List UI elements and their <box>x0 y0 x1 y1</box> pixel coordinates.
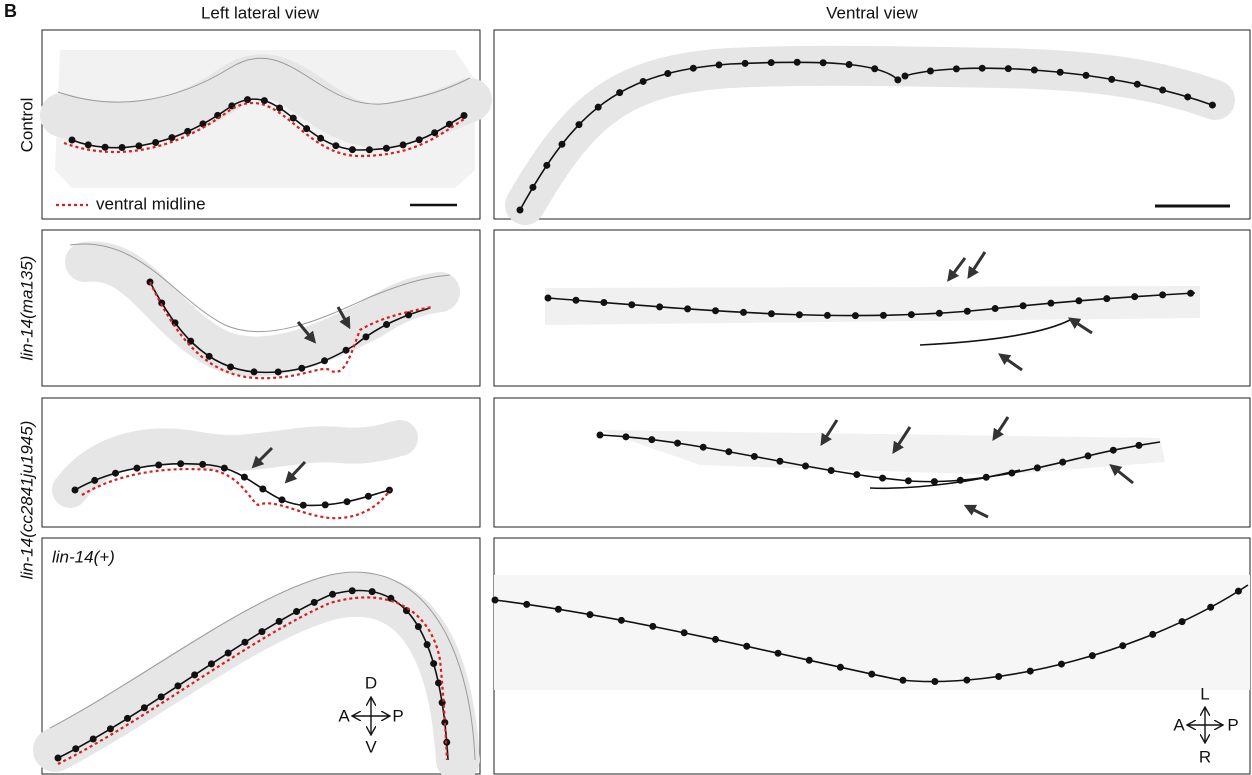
column-header: Left lateral view <box>201 3 320 22</box>
image-panel: ventral midline <box>42 30 480 219</box>
compass-label: P <box>392 706 403 725</box>
column-header: Ventral view <box>826 3 918 22</box>
compass-label: P <box>1227 715 1238 734</box>
row-label: Control <box>17 98 36 153</box>
image-panel: L R A P <box>494 538 1250 774</box>
image-panel <box>42 398 480 527</box>
compass-label: R <box>1199 747 1211 766</box>
panel-text: lin-14(+) <box>52 547 115 566</box>
legend-text: ventral midline <box>96 194 206 213</box>
compass-label: V <box>365 737 377 756</box>
image-panel <box>494 30 1250 219</box>
image-panel: lin-14(+) D V A P <box>42 538 480 774</box>
image-panel <box>42 230 480 386</box>
compass-label: L <box>1200 684 1209 703</box>
image-panel <box>494 230 1250 386</box>
panel-label: B <box>4 1 17 21</box>
compass-label: A <box>338 706 350 725</box>
row-label: lin-14(ma135) <box>17 256 36 361</box>
figure: B Left lateral view Ventral view Control… <box>0 0 1252 775</box>
row-label: lin-14(cc2841ju1945) <box>17 421 36 580</box>
compass-label: D <box>365 673 377 692</box>
image-panel <box>494 398 1250 527</box>
compass-label: A <box>1173 715 1185 734</box>
